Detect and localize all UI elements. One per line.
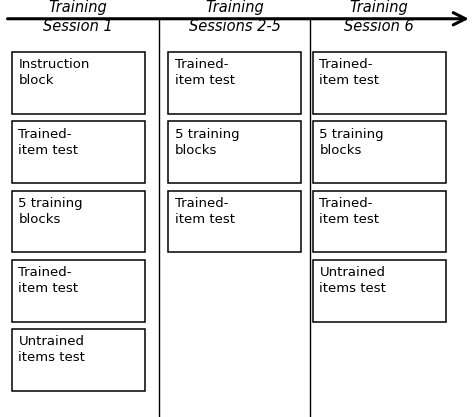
Text: Training
Sessions 2-5: Training Sessions 2-5 — [189, 0, 281, 34]
Bar — [12, 260, 145, 322]
Bar — [168, 52, 301, 114]
Bar — [168, 191, 301, 252]
Bar — [313, 191, 446, 252]
Text: Untrained
items test: Untrained items test — [18, 335, 85, 364]
Bar — [313, 260, 446, 322]
Text: Trained-
item test: Trained- item test — [175, 58, 235, 88]
Bar — [12, 52, 145, 114]
Bar — [12, 191, 145, 252]
Text: Training
Session 6: Training Session 6 — [344, 0, 414, 34]
Text: 5 training
blocks: 5 training blocks — [175, 128, 239, 157]
Bar — [168, 121, 301, 183]
Text: Trained-
item test: Trained- item test — [18, 266, 79, 295]
Text: Trained-
item test: Trained- item test — [319, 197, 380, 226]
Text: Training
Session 1: Training Session 1 — [43, 0, 113, 34]
Text: Trained-
item test: Trained- item test — [319, 58, 380, 88]
Text: 5 training
blocks: 5 training blocks — [319, 128, 384, 157]
Bar — [12, 329, 145, 391]
Text: Trained-
item test: Trained- item test — [175, 197, 235, 226]
Bar — [12, 121, 145, 183]
Bar — [313, 52, 446, 114]
Text: Instruction
block: Instruction block — [18, 58, 90, 88]
Text: 5 training
blocks: 5 training blocks — [18, 197, 83, 226]
Bar — [313, 121, 446, 183]
Text: Untrained
items test: Untrained items test — [319, 266, 386, 295]
Text: Trained-
item test: Trained- item test — [18, 128, 79, 157]
